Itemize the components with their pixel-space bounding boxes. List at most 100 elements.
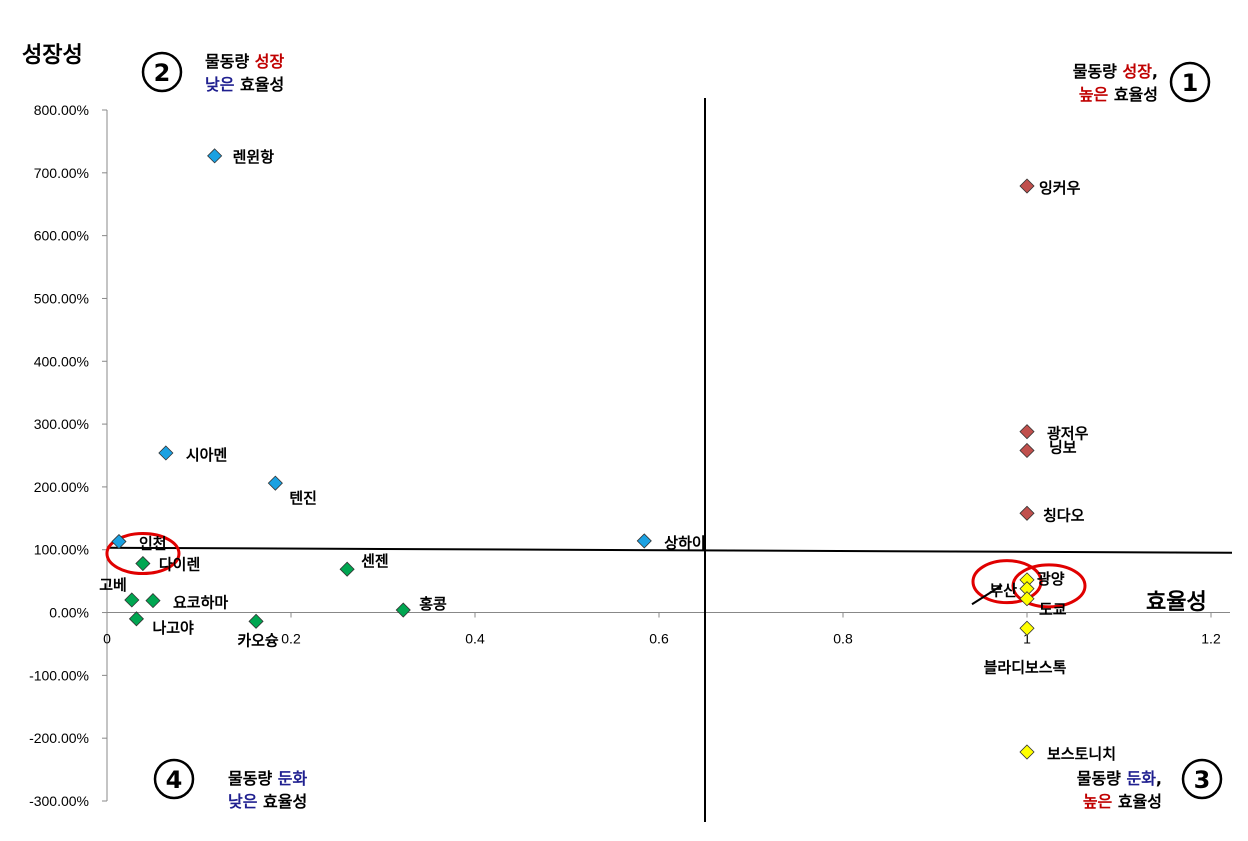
y-tick-label: -100.00% [29, 667, 89, 683]
quadrant-number: 1 [1182, 69, 1199, 97]
data-point [135, 555, 151, 572]
data-label: 인천 [139, 535, 167, 553]
data-label: 고베 [99, 576, 127, 594]
quadrant-text-segment: 물동량 [1073, 62, 1123, 81]
data-point [1019, 424, 1035, 440]
data-label: 홍콩 [419, 595, 447, 613]
y-tick-label: 0.00% [49, 605, 89, 621]
quadrant-text-line: 낮은 효율성 [228, 792, 307, 811]
quadrant-number: 2 [154, 59, 171, 87]
data-point [158, 445, 174, 461]
quadrant-text-segment: 둔화 [278, 769, 308, 788]
data-label: 광저우 [1047, 425, 1089, 443]
data-point [1019, 178, 1035, 194]
y-tick-label: 800.00% [34, 102, 89, 118]
data-label: 닝보 [1049, 438, 1077, 456]
y-tick-label: 700.00% [34, 165, 89, 181]
data-label: 나고야 [152, 619, 194, 637]
y-tick-label: -300.00% [29, 793, 89, 809]
data-point [1019, 442, 1035, 459]
quadrant-number-circle [153, 758, 195, 800]
data-point [267, 475, 283, 491]
quadrant-text-segment: 높은 [1079, 85, 1109, 104]
y-tick-label: 400.00% [34, 353, 89, 369]
data-point [111, 533, 127, 550]
data-label: 요코하마 [173, 594, 228, 612]
quadrant-annotation: 3 물동량 둔화, 높은 효율성 [1077, 758, 1223, 811]
x-tick-label: 1 [1023, 631, 1031, 647]
quadrant-text-segment: 효율성 [257, 792, 307, 811]
quadrant-text-segment: , [1156, 769, 1162, 788]
quadrant-text-segment: , [1152, 62, 1158, 81]
data-label: 블라디보스톡 [984, 658, 1067, 676]
data-point [636, 533, 652, 549]
data-label: 보스토니치 [1047, 745, 1116, 763]
data-point [248, 613, 264, 629]
x-tick-label: 0.6 [649, 631, 669, 647]
y-tick-label: 100.00% [34, 542, 89, 558]
data-point [128, 611, 145, 627]
data-label: 상하이 [664, 534, 705, 552]
quadrant-text-segment: 성장 [255, 52, 285, 71]
quadrant-text-segment: 높은 [1083, 792, 1113, 811]
data-label: 렌윈항 [233, 148, 275, 166]
data-point [1019, 620, 1035, 636]
quadrant-text-segment: 물동량 [228, 769, 278, 788]
x-tick-label: 0.2 [281, 631, 301, 647]
y-tick-label: 200.00% [34, 479, 89, 495]
data-point [1019, 591, 1035, 607]
quadrant-number: 3 [1194, 766, 1211, 794]
y-tick-label: -200.00% [29, 730, 89, 746]
axes: 800.00%700.00%600.00%500.00%400.00%300.0… [29, 102, 1230, 809]
data-point [145, 593, 161, 609]
quadrant-number-circle [1181, 758, 1223, 800]
quadrant-number: 4 [166, 766, 183, 794]
quadrant-text-segment: 효율성 [1108, 85, 1158, 104]
quadrant-dividers [106, 98, 1233, 822]
leader-line [971, 584, 1003, 606]
quadrant-text-segment: 둔화 [1126, 769, 1156, 788]
highlight-circle [971, 559, 1043, 605]
horizontal-divider-line [106, 546, 1233, 554]
data-point [395, 602, 411, 618]
quadrant-text-line: 높은 효율성 [1083, 792, 1162, 811]
quadrant-text-segment: 낮은 [205, 75, 235, 94]
data-label: 센젠 [361, 552, 389, 570]
data-label: 칭다오 [1043, 506, 1085, 524]
data-point [1019, 505, 1035, 521]
quadrant-text-line: 높은 효율성 [1079, 85, 1158, 104]
data-point [124, 592, 140, 608]
x-tick-label: 1.2 [1201, 631, 1221, 647]
data-point [339, 561, 355, 577]
data-label: 잉커우 [1039, 179, 1081, 197]
y-axis-title: 성장성 [22, 43, 83, 68]
data-label: 도쿄 [1039, 601, 1067, 619]
quadrant-text-line: 물동량 성장, [1073, 62, 1158, 81]
quadrant-text-line: 낮은 효율성 [205, 75, 284, 94]
quadrant-text-line: 물동량 성장 [205, 52, 284, 71]
quadrant-text-segment: 성장 [1122, 62, 1152, 81]
data-label: 광양 [1037, 570, 1065, 588]
x-tick-label: 0.4 [465, 631, 485, 647]
data-point [207, 148, 223, 164]
x-tick-label: 0 [103, 631, 111, 647]
quadrant-number-circle [141, 51, 183, 93]
quadrant-text-segment: 물동량 [205, 52, 255, 71]
highlight-circles [105, 532, 1087, 609]
quadrant-text-line: 물동량 둔화 [228, 769, 307, 788]
quadrant-number-circle [1169, 61, 1211, 103]
data-label: 시아멘 [186, 446, 227, 464]
quadrant-text-segment: 효율성 [234, 75, 284, 94]
x-tick-label: 0.8 [833, 631, 853, 647]
quadrant-annotation: 1 물동량 성장, 높은 효율성 [1073, 61, 1211, 104]
data-point [1019, 744, 1035, 760]
y-tick-label: 500.00% [34, 290, 89, 306]
data-label: 텐진 [289, 489, 317, 507]
quadrant-text-segment: 낮은 [228, 792, 258, 811]
data-label: 카오슝 [237, 631, 279, 649]
quadrant-text-segment: 효율성 [1112, 792, 1162, 811]
